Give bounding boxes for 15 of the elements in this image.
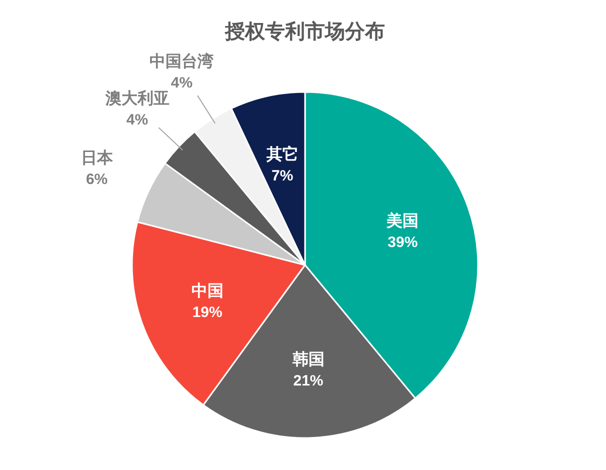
data-label: 21% [293,372,324,390]
data-label: 7% [272,168,294,185]
slice-label: 日本 [80,149,114,168]
chart-title: 授权专利市场分布 [224,20,385,43]
slice-label: 韩国 [291,350,324,369]
data-label: 4% [126,111,148,128]
slice-label: 澳大利亚 [104,89,170,108]
slice-label: 美国 [386,210,419,230]
data-label: 39% [388,234,418,251]
slice-label: 中国 [191,282,224,300]
slice-label: 其它 [265,144,298,164]
data-label: 6% [86,171,108,188]
data-label: 19% [192,304,222,322]
data-label: 4% [170,74,193,92]
slice-label: 中国台湾 [150,52,214,71]
